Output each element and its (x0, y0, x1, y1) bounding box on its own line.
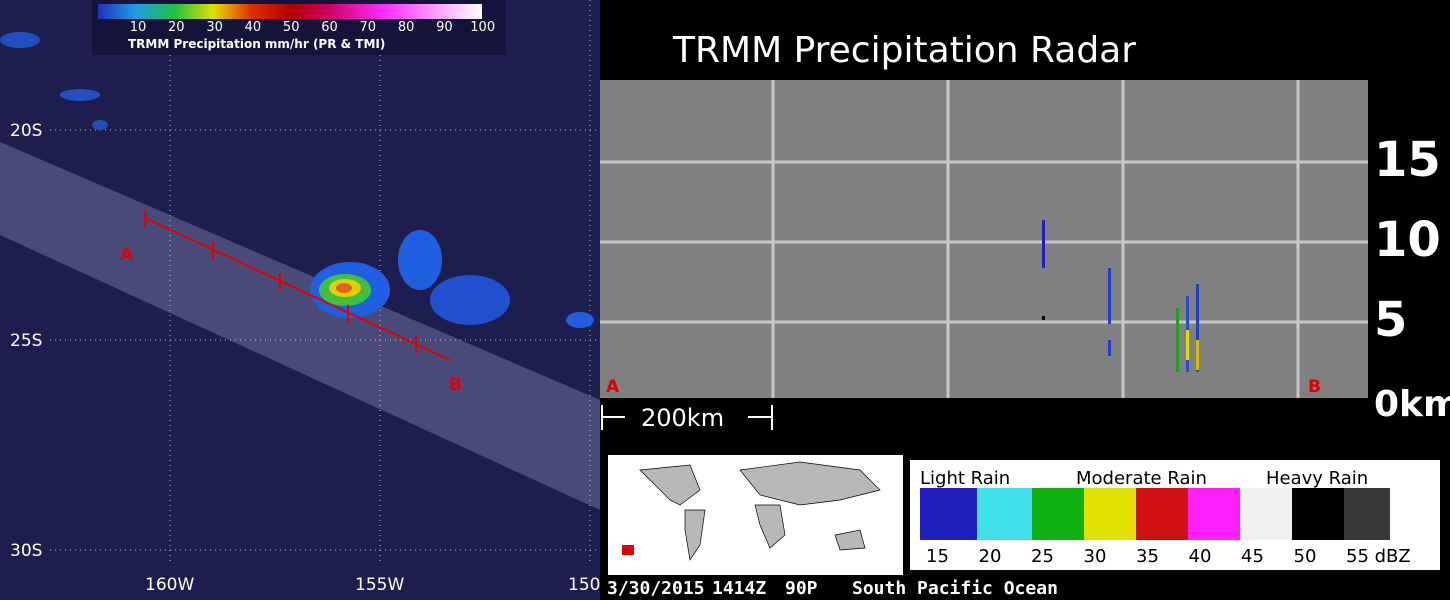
height-label: 15 (1374, 132, 1441, 188)
height-label: 0km (1374, 384, 1450, 425)
lat-label: 25S (10, 331, 42, 351)
colorbar-tick: 100 (470, 20, 495, 35)
legend-tick: 50 (1294, 546, 1317, 567)
footer-storm: 90P (785, 578, 818, 599)
colorbar-tick: 90 (436, 20, 453, 35)
title: TRMM Precipitation Radar (672, 30, 1136, 71)
rain-cells (0, 32, 594, 328)
track-start: A (120, 245, 134, 265)
height-labels: 15 10 5 0km (1374, 132, 1450, 425)
colorbar-tick: 20 (168, 20, 185, 35)
legend-tick: 55 dBZ (1346, 546, 1411, 567)
section-end: B (1308, 377, 1321, 397)
legend-tick: 20 (979, 546, 1002, 567)
colorbar-ticks: 10 20 30 40 50 60 70 80 90 100 (130, 20, 495, 35)
colorbar-tick: 80 (398, 20, 415, 35)
cross-section-grid (600, 80, 1368, 398)
legend-tick: 40 (1189, 546, 1212, 567)
lon-label: 160W (145, 575, 194, 595)
section-start: A (606, 377, 620, 397)
legend-tick: 35 (1136, 546, 1159, 567)
colorbar-tick: 40 (245, 20, 262, 35)
footer-region: South Pacific Ocean (852, 578, 1058, 599)
legend-category: Heavy Rain (1266, 468, 1368, 489)
legend-tick: 30 (1084, 546, 1107, 567)
colorbar-tick: 50 (283, 20, 300, 35)
lon-label: 155W (355, 575, 404, 595)
lat-label: 30S (10, 541, 42, 561)
legend-category: Light Rain (920, 468, 1010, 489)
footer: 3/30/2015 1414Z 90P South Pacific Ocean (607, 578, 1058, 599)
footer-date: 3/30/2015 (607, 578, 705, 599)
track-end: B (449, 375, 462, 395)
scale-label: 200km (641, 404, 724, 432)
footer-time: 1414Z (712, 578, 766, 599)
legend-tick: 45 (1241, 546, 1264, 567)
colorbar-tick: 30 (206, 20, 223, 35)
location-marker (622, 545, 634, 555)
cross-section (600, 80, 1368, 398)
colorbar (98, 4, 482, 19)
colorbar-tick: 10 (130, 20, 147, 35)
legend-category: Moderate Rain (1076, 468, 1207, 489)
height-label: 5 (1374, 292, 1407, 348)
continents (639, 461, 881, 561)
track-line (144, 210, 451, 361)
colorbar-tick: 60 (321, 20, 338, 35)
legend-swatches (920, 488, 1390, 540)
colorbar-label: TRMM Precipitation mm/hr (PR & TMI) (128, 37, 385, 51)
legend-tick: 25 (1031, 546, 1054, 567)
swath (0, 142, 600, 510)
graticule (50, 0, 600, 565)
height-label: 10 (1374, 212, 1441, 268)
scale-bar (601, 405, 773, 430)
radar-echoes (1042, 220, 1199, 372)
legend-tick: 15 (926, 546, 949, 567)
lat-label: 20S (10, 121, 42, 141)
lon-label: 150 (568, 575, 600, 595)
colorbar-tick: 70 (360, 20, 377, 35)
legend-ticks: 15 20 25 30 35 40 45 50 55 dBZ (926, 546, 1411, 567)
